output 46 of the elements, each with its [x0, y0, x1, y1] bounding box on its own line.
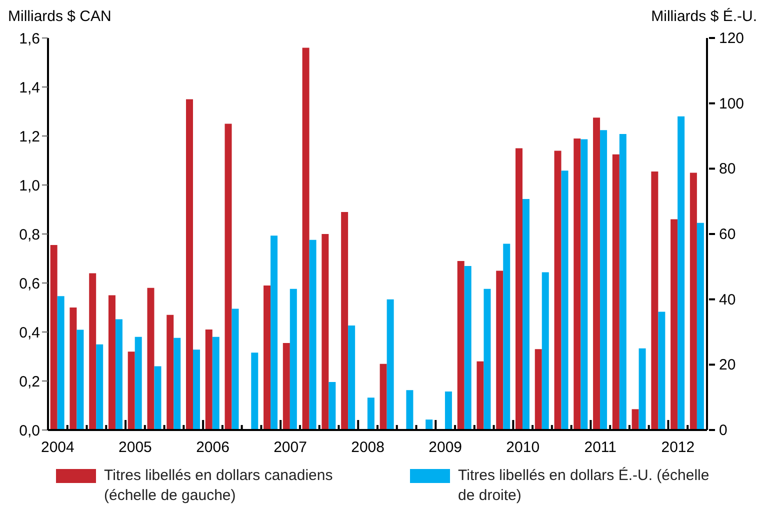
- y2-tick-label: 0: [719, 422, 728, 439]
- x-tick-label: 2010: [506, 439, 540, 456]
- x-tick-label: 2012: [661, 439, 695, 456]
- bar: [444, 391, 452, 430]
- bar: [322, 234, 329, 430]
- y2-tick-label: 20: [719, 356, 736, 374]
- y2-tick-label: 60: [719, 226, 736, 243]
- bar: [328, 382, 336, 430]
- y2-tick-label: 80: [719, 160, 736, 178]
- bar: [406, 390, 414, 430]
- bar: [302, 48, 310, 430]
- y2-axis-title: Milliards $ É.-U.: [651, 8, 757, 27]
- y-tick-label: 1,4: [19, 79, 40, 96]
- y-tick-label: 1,2: [19, 128, 40, 146]
- bar: [651, 172, 658, 430]
- y-tick-label: 0,6: [19, 275, 40, 292]
- bar: [251, 352, 258, 430]
- bar: [147, 288, 154, 430]
- bar: [186, 99, 193, 430]
- y2-tick-label: 100: [719, 95, 744, 112]
- bar: [426, 420, 433, 430]
- y-axis-title: Milliards $ CAN: [8, 8, 112, 27]
- legend-label: Titres libellés en dollars É.-U. (échelle de droite): [458, 466, 710, 506]
- x-tick-label: 2009: [428, 439, 462, 456]
- x-tick-label: 2006: [196, 439, 230, 456]
- y-tick-label: 0,8: [19, 226, 40, 244]
- bar: [193, 350, 200, 430]
- y-tick-label: 0,0: [19, 422, 40, 440]
- x-tick-label: 2005: [118, 439, 152, 456]
- x-tick-label: 2004: [41, 439, 74, 456]
- y-tick-label: 1,0: [19, 177, 40, 194]
- x-tick-label: 2008: [351, 439, 384, 456]
- x-tick-label: 2007: [274, 439, 307, 456]
- y-tick-label: 0,4: [19, 324, 40, 342]
- x-tick-label: 2011: [584, 439, 617, 456]
- legend-label: Titres libellés en dollars canadiens (échelle de gauche): [104, 466, 334, 506]
- bar: [484, 288, 491, 430]
- bar: [224, 124, 232, 430]
- y2-tick-label: 40: [719, 291, 736, 308]
- y-tick-label: 1,6: [19, 30, 40, 48]
- y2-tick-label: 120: [719, 30, 744, 47]
- bar: [341, 212, 348, 430]
- bar: [632, 409, 639, 430]
- bar: [367, 398, 374, 430]
- bar: [638, 348, 646, 430]
- y-tick-label: 0,2: [19, 373, 40, 390]
